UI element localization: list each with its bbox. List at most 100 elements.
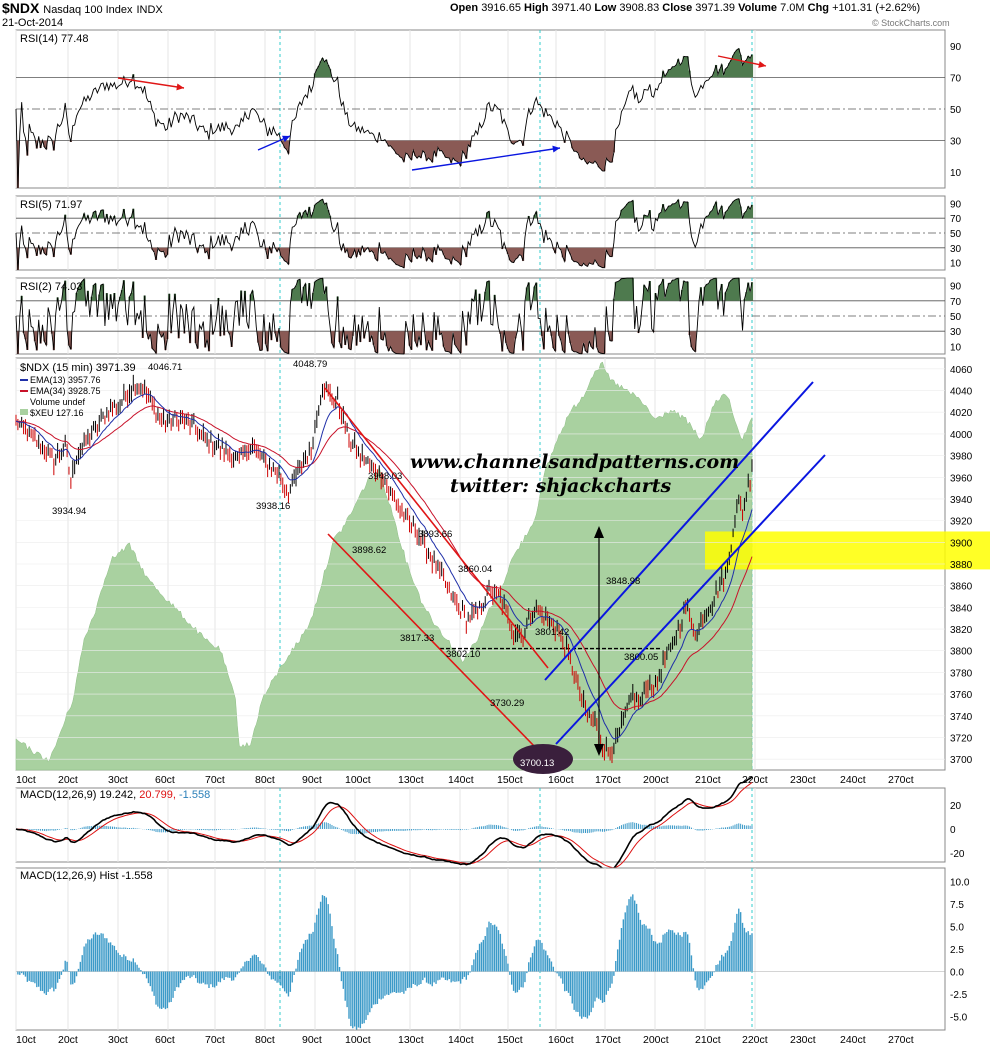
rsi2-panel-tick-label: 50 xyxy=(950,312,962,323)
price-annotation: 3938.16 xyxy=(256,501,290,512)
rsi5-panel-tick-label: 70 xyxy=(950,214,962,225)
rsi2-panel-line xyxy=(15,277,753,355)
macd-hist-label: MACD(12,26,9) Hist -1.558 xyxy=(20,870,153,882)
price-annotation: 3898.62 xyxy=(352,545,386,556)
macd-hist-tick-label: 5.0 xyxy=(950,923,964,934)
price-tick-label: 3760 xyxy=(950,690,973,701)
open-value: 3916.65 xyxy=(481,2,521,14)
bottom-axis-x-label: 130ct xyxy=(398,1034,424,1046)
bottom-axis-x-label: 160ct xyxy=(548,1034,574,1046)
open-label: Open xyxy=(450,2,479,14)
low-value: 3908.83 xyxy=(619,2,660,14)
price-tick-label: 3940 xyxy=(950,495,973,506)
ema13-line xyxy=(15,393,753,740)
bottom-axis-x-label: 10ct xyxy=(16,1034,36,1046)
price-axis-x-label: 30ct xyxy=(108,774,128,786)
price-axis-x-label: 90ct xyxy=(302,774,322,786)
bottom-axis-x-label: 30ct xyxy=(108,1034,128,1046)
rsi14-panel-oversold-fill xyxy=(16,140,615,188)
bottom-axis-x-label: 230ct xyxy=(790,1034,816,1046)
price-axis-x-label: 20ct xyxy=(58,774,78,786)
macd-hist-tick-label: 0.0 xyxy=(950,968,964,979)
macd-tick-label: 0 xyxy=(950,825,956,836)
xeu-legend: $XEU 127.16 xyxy=(30,408,84,418)
price-tick-label: 3920 xyxy=(950,517,973,528)
rsi14-divergence-arrow-red-head xyxy=(176,83,184,91)
price-tick-label: 4020 xyxy=(950,408,973,419)
price-axis-x-label: 240ct xyxy=(840,774,866,786)
price-tick-label: 3960 xyxy=(950,473,973,484)
bottom-axis-x-label: 80ct xyxy=(255,1034,275,1046)
bottom-axis-x-label: 240ct xyxy=(840,1034,866,1046)
price-tick-label: 4040 xyxy=(950,387,973,398)
volume-legend: Volume undef xyxy=(30,397,86,407)
red-channel-upper xyxy=(324,387,549,669)
price-tick-label: 3780 xyxy=(950,668,973,679)
price-axis-x-label: 220ct xyxy=(742,774,768,786)
price-axis-x-label: 80ct xyxy=(255,774,275,786)
rsi14-panel-tick-label: 90 xyxy=(950,42,962,53)
rsi2-panel-tick-label: 90 xyxy=(950,282,962,293)
price-tick-label: 3900 xyxy=(950,538,973,549)
high-label: High xyxy=(524,2,549,14)
rsi14-divergence-arrow-red xyxy=(717,55,767,67)
bottom-ellipse xyxy=(513,744,573,774)
stockcharts-watermark: © StockCharts.com xyxy=(872,18,950,28)
ema34-line xyxy=(15,405,753,711)
rsi5-panel-tick-label: 90 xyxy=(950,199,962,210)
price-annotation: 3893.66 xyxy=(418,529,452,540)
rsi14-divergence-arrow-red-head xyxy=(758,61,766,68)
price-axis-x-label: 230ct xyxy=(790,774,816,786)
price-axis-x-label: 200ct xyxy=(643,774,669,786)
price-annotation: 3817.33 xyxy=(400,633,434,644)
macd-hist-tick-label: 2.5 xyxy=(950,945,964,956)
twitter-handle-text: twitter: shjackcharts xyxy=(450,475,672,497)
price-tick-label: 3800 xyxy=(950,647,973,658)
rsi5-panel-line xyxy=(15,198,753,271)
price-axis-x-label: 10ct xyxy=(16,774,36,786)
rsi14-panel-tick-label: 10 xyxy=(950,168,962,179)
price-tick-label: 3700 xyxy=(950,755,973,766)
rsi5-panel-tick-label: 10 xyxy=(950,259,962,270)
price-axis-x-label: 270ct xyxy=(888,774,914,786)
price-tick-label: 3740 xyxy=(950,712,973,723)
ema13-legend: EMA(13) 3957.76 xyxy=(30,375,101,385)
rsi5-panel-tick-label: 50 xyxy=(950,229,962,240)
price-annotation: 3802.10 xyxy=(446,649,480,660)
rsi14-divergence-arrow-blue xyxy=(411,147,561,171)
price-axis-x-label: 160ct xyxy=(548,774,574,786)
price-tick-label: 3840 xyxy=(950,603,973,614)
price-annotation: 3934.94 xyxy=(52,506,86,517)
price-annotation: 3730.29 xyxy=(490,698,524,709)
macd-tick-label: 20 xyxy=(950,801,962,812)
price-tick-label: 3980 xyxy=(950,452,973,463)
price-tick-label: 3720 xyxy=(950,733,973,744)
bottom-axis-x-label: 90ct xyxy=(302,1034,322,1046)
measure-arrow-bottom xyxy=(594,744,604,756)
bottom-axis-x-label: 200ct xyxy=(643,1034,669,1046)
rsi14-panel-line xyxy=(15,47,753,189)
close-value: 3971.39 xyxy=(695,2,736,14)
price-annotation: 3800.05 xyxy=(624,652,658,663)
rsi5-panel-tick-label: 30 xyxy=(950,244,962,255)
price-tick-label: 4060 xyxy=(950,365,973,376)
macd-hist-panel-frame xyxy=(15,867,946,1031)
bottom-axis-x-label: 140ct xyxy=(448,1034,474,1046)
rsi2-panel-label: RSI(2) 74.03 xyxy=(20,281,82,293)
bottom-axis-x-label: 100ct xyxy=(345,1034,371,1046)
exchange: INDX xyxy=(136,4,163,16)
price-annotation: 3948.03 xyxy=(368,471,402,482)
price-axis-x-label: 210ct xyxy=(695,774,721,786)
rsi14-divergence-arrow-blue-head xyxy=(282,135,290,143)
site-url-text: www.channelsandpatterns.com xyxy=(410,451,739,473)
bottom-axis-x-label: 210ct xyxy=(695,1034,721,1046)
price-axis-x-label: 140ct xyxy=(448,774,474,786)
rsi5-panel-label: RSI(5) 71.97 xyxy=(20,199,82,211)
price-axis-x-label: 170ct xyxy=(595,774,621,786)
macd-panel-frame xyxy=(15,787,946,863)
rsi2-panel-tick-label: 30 xyxy=(950,327,962,338)
volume-value: 7.0M xyxy=(780,2,805,14)
chg-label: Chg xyxy=(807,2,830,14)
low-label: Low xyxy=(594,2,617,14)
